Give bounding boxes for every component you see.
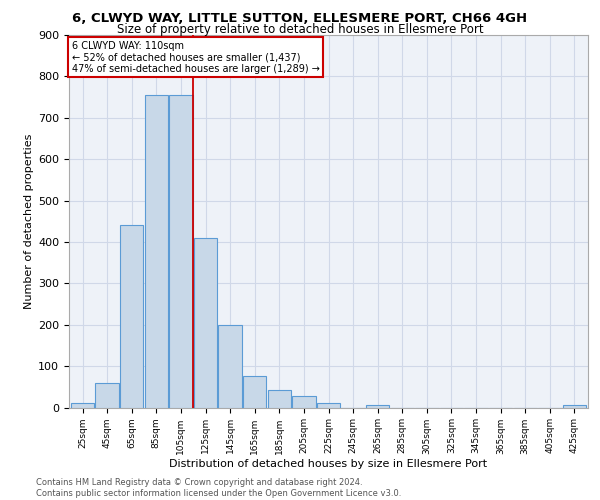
Bar <box>145 95 168 408</box>
Bar <box>243 376 266 408</box>
X-axis label: Distribution of detached houses by size in Ellesmere Port: Distribution of detached houses by size … <box>169 459 488 469</box>
Text: Size of property relative to detached houses in Ellesmere Port: Size of property relative to detached ho… <box>116 22 484 36</box>
Bar <box>563 406 586 407</box>
Bar <box>71 404 94 407</box>
Bar <box>268 390 291 407</box>
Bar <box>120 226 143 408</box>
Text: 6 CLWYD WAY: 110sqm
← 52% of detached houses are smaller (1,437)
47% of semi-det: 6 CLWYD WAY: 110sqm ← 52% of detached ho… <box>71 40 319 74</box>
Bar <box>292 396 316 407</box>
Bar <box>194 238 217 408</box>
Bar <box>95 384 119 407</box>
Bar <box>317 402 340 407</box>
Y-axis label: Number of detached properties: Number of detached properties <box>24 134 34 309</box>
Text: Contains HM Land Registry data © Crown copyright and database right 2024.
Contai: Contains HM Land Registry data © Crown c… <box>36 478 401 498</box>
Bar <box>366 404 389 407</box>
Bar <box>218 324 242 407</box>
Text: 6, CLWYD WAY, LITTLE SUTTON, ELLESMERE PORT, CH66 4GH: 6, CLWYD WAY, LITTLE SUTTON, ELLESMERE P… <box>73 12 527 26</box>
Bar <box>169 95 193 408</box>
